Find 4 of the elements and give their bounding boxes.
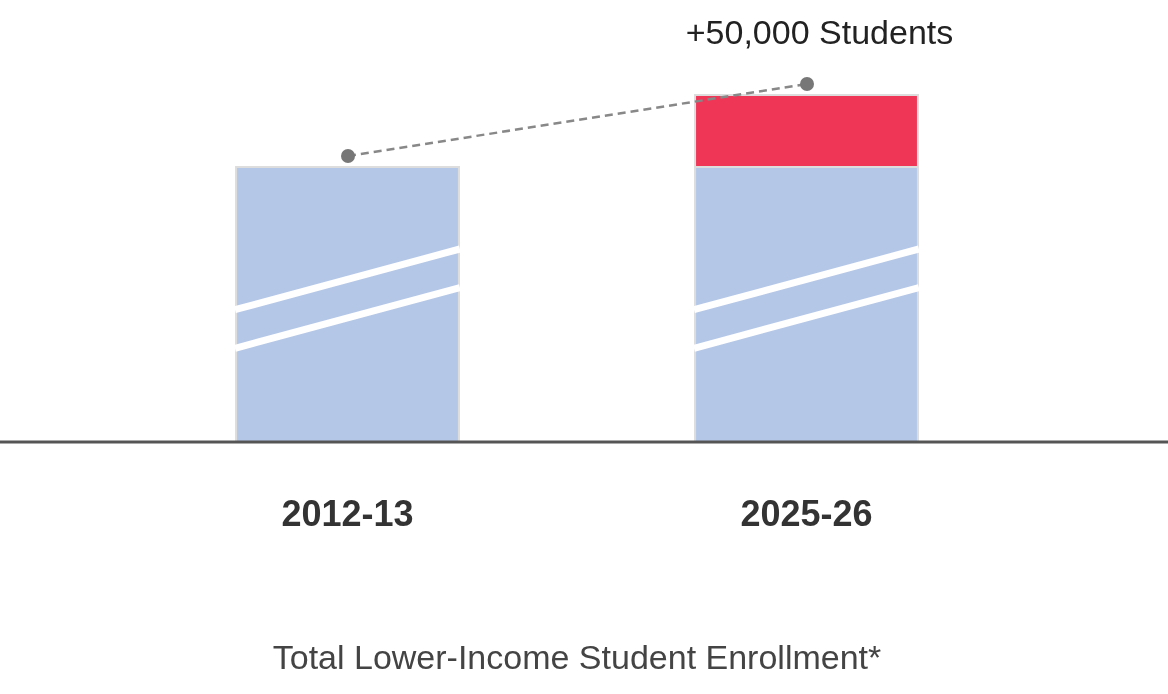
x-tick-label: 2012-13 [281,492,414,534]
annotation: +50,000 Students [685,13,954,52]
x-axis-title: Total Lower-Income Student Enrollment* [272,637,882,676]
x-tick-label: 2025-26 [740,492,873,534]
